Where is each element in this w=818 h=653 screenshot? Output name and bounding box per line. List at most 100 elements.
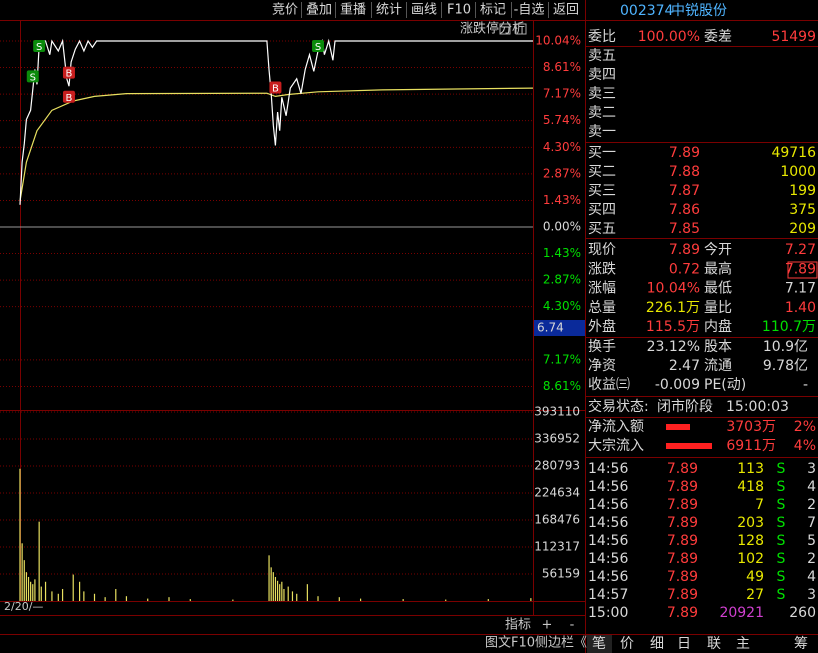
trade-volume: 20921 <box>719 605 764 621</box>
y-tick-label: 7.17% <box>543 352 581 366</box>
trade-count: 2 <box>807 551 816 567</box>
trade-price: 7.89 <box>667 533 698 549</box>
trade-side: S <box>777 515 786 531</box>
trade-side: S <box>777 569 786 585</box>
volume-tick-label: 280793 <box>534 458 580 472</box>
bid-label: 买四 <box>588 202 616 218</box>
trade-count: 4 <box>807 479 816 495</box>
cursor-box <box>534 320 585 336</box>
toolbar-button[interactable]: 竞价 <box>272 2 298 18</box>
zoom-out[interactable]: - <box>570 618 575 633</box>
tab[interactable]: 价 <box>620 636 634 652</box>
trade-volume: 128 <box>737 533 764 549</box>
stat-label: 涨跌 <box>588 261 616 277</box>
toolbar-button[interactable]: 统计 <box>376 3 402 18</box>
stat-label: 总量 <box>588 300 616 316</box>
trade-marker-label: B <box>66 69 73 80</box>
y-tick-label: 8.61% <box>543 379 581 393</box>
trade-price: 7.89 <box>667 479 698 495</box>
stat-label: 内盘 <box>704 318 732 335</box>
tab[interactable]: 联 <box>707 636 721 652</box>
stat-value: 110.7万 <box>762 319 816 335</box>
tab[interactable]: 笔 <box>592 636 606 652</box>
fund-label: 流通 <box>704 358 732 374</box>
fund-label: 收益㈢ <box>588 377 630 393</box>
flow-pct: 2% <box>794 419 816 435</box>
label: 委差 <box>704 29 732 45</box>
fund-value: - <box>803 377 808 393</box>
trade-marker[interactable] <box>33 40 46 52</box>
trade-marker-label: S <box>36 42 42 53</box>
trade-price: 7.89 <box>667 515 698 531</box>
toolbar-button[interactable]: -自选 <box>514 3 545 18</box>
trade-time: 14:56 <box>588 533 628 549</box>
icon[interactable] <box>515 23 527 35</box>
trade-count: 260 <box>789 605 816 621</box>
trade-marker[interactable] <box>26 70 39 83</box>
trade-price: 7.89 <box>667 497 698 513</box>
footer-link[interactable]: 侧边栏《 <box>535 636 587 651</box>
y-tick-label: 4.30% <box>543 140 581 154</box>
cursor-label: 6.74 <box>537 321 564 335</box>
trade-marker[interactable] <box>62 90 75 103</box>
trade-side: S <box>777 533 786 549</box>
fund-value: 2.47 <box>669 358 700 374</box>
fund-label: PE(动) <box>704 377 746 393</box>
bid-price: 7.88 <box>669 164 700 180</box>
toolbar-button[interactable]: 叠加 <box>306 3 332 18</box>
flow-value: 3703万 <box>726 419 776 435</box>
y-tick-label: 5.74% <box>543 113 581 127</box>
tab[interactable]: 日 <box>677 636 691 652</box>
trade-marker[interactable] <box>269 81 282 94</box>
trade-price: 7.89 <box>667 461 698 477</box>
stat-value: 7.17 <box>785 281 816 297</box>
toolbar-button[interactable]: 返回 <box>553 3 579 18</box>
trade-time: 14:56 <box>588 569 628 585</box>
y-tick-label: 8.61% <box>543 60 581 74</box>
ask-label: 卖五 <box>588 48 616 64</box>
bid-volume: 1000 <box>780 164 816 180</box>
stat-value: 1.40 <box>785 300 816 316</box>
icon[interactable] <box>499 23 511 35</box>
tab[interactable]: 主 <box>736 636 750 652</box>
indicator-button[interactable]: 指标 <box>505 618 531 633</box>
flow-value: 6911万 <box>726 438 776 454</box>
value: 100.00% <box>638 29 700 45</box>
stat-label: 最低 <box>704 281 732 297</box>
ask-label: 卖二 <box>588 105 616 121</box>
stat-value: 226.1万 <box>646 300 700 316</box>
bid-label: 买三 <box>588 183 616 199</box>
stock-name: 中锐股份 <box>671 3 727 19</box>
fund-value: -0.009 <box>655 377 700 393</box>
y-tick-label: 10.04% <box>535 34 581 48</box>
trade-count: 3 <box>807 587 816 603</box>
zoom-in[interactable]: + <box>542 618 553 633</box>
trade-time: 14:56 <box>588 515 628 531</box>
volume-tick-label: 224634 <box>534 486 580 500</box>
tab[interactable]: 细 <box>650 636 664 652</box>
trade-volume: 102 <box>737 551 764 567</box>
toolbar-button[interactable]: 画线 <box>411 3 437 18</box>
fund-label: 股本 <box>704 339 732 355</box>
flow-bar <box>666 424 690 430</box>
avg-line <box>19 87 534 202</box>
toolbar-button[interactable]: 标记 <box>480 3 506 18</box>
trade-side: S <box>777 587 786 603</box>
footer-link[interactable]: 图文F10 <box>485 636 535 651</box>
stat-label: 涨幅 <box>588 281 616 297</box>
trade-marker[interactable] <box>312 40 325 52</box>
bid-price: 7.86 <box>669 202 700 218</box>
toolbar-button[interactable]: F10 <box>447 3 471 18</box>
trade-time: 14:56 <box>588 479 628 495</box>
trade-side: S <box>777 479 786 495</box>
tab[interactable]: 筹 <box>794 635 808 652</box>
bid-price: 7.89 <box>669 145 700 161</box>
fund-label: 换手 <box>588 338 616 355</box>
trade-volume: 27 <box>746 587 764 603</box>
trade-marker[interactable] <box>62 66 75 79</box>
toolbar-button[interactable]: 重播 <box>340 2 366 18</box>
volume-tick-label: 393110 <box>534 405 580 419</box>
bid-label: 买一 <box>588 145 616 161</box>
